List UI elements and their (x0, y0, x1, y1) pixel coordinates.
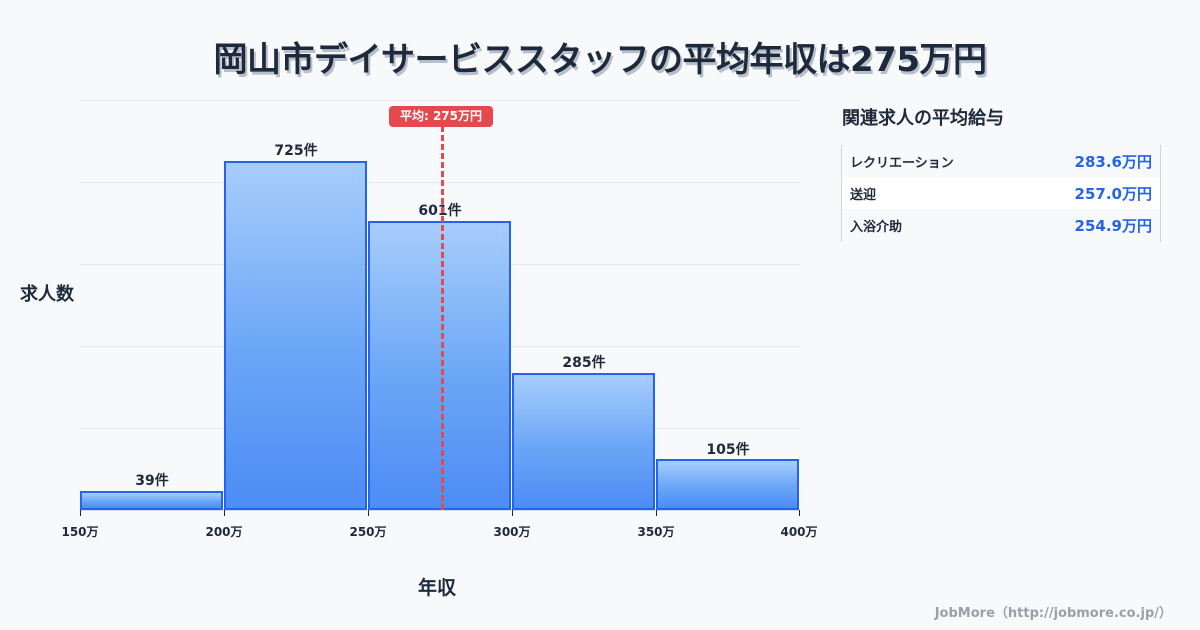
bar-200-250 (224, 161, 367, 510)
salary-value: 283.6万円 (1074, 152, 1152, 171)
related-salary-row: 入浴介助 254.9万円 (842, 209, 1160, 241)
x-tick-label: 150万 (61, 525, 99, 539)
x-tick-label: 300万 (493, 525, 531, 539)
x-axis-label: 年収 (418, 577, 457, 599)
x-tick-label: 350万 (637, 525, 675, 539)
x-tick (799, 510, 800, 516)
gridline (80, 182, 800, 183)
bar-150-200 (80, 491, 223, 510)
x-tick (656, 510, 657, 516)
y-axis-label: 求人数 (20, 284, 74, 305)
bar-300-350 (512, 373, 655, 510)
gridline (80, 100, 800, 101)
x-tick-label: 400万 (780, 525, 818, 539)
related-salary-row: 送迎 257.0万円 (842, 177, 1160, 209)
bar-350-400 (656, 459, 799, 510)
average-badge: 平均: 275万円 (389, 106, 493, 127)
source-credit: JobMore（http://jobmore.co.jp/） (934, 606, 1172, 621)
related-salary-table: レクリエーション 283.6万円 送迎 257.0万円 入浴介助 254.9万円 (841, 145, 1161, 242)
bar-value-label: 725件 (274, 143, 318, 159)
average-line (441, 126, 444, 510)
histogram-plot: 39件 725件 601件 285件 105件 (80, 100, 800, 510)
related-salary-row: レクリエーション 283.6万円 (842, 145, 1160, 177)
x-tick (224, 510, 225, 516)
job-name: 送迎 (850, 187, 877, 203)
salary-value: 254.9万円 (1074, 216, 1152, 235)
bar-value-label: 285件 (562, 355, 606, 371)
page-title: 岡山市デイサービススタッフの平均年収は275万円 (213, 40, 987, 80)
salary-value: 257.0万円 (1074, 184, 1152, 203)
bar-value-label: 105件 (706, 442, 750, 458)
x-tick-label: 250万 (349, 525, 387, 539)
x-tick (80, 510, 81, 516)
bar-250-300 (368, 221, 511, 510)
x-tick-label: 200万 (205, 525, 243, 539)
x-tick (512, 510, 513, 516)
bar-value-label: 601件 (418, 203, 462, 219)
x-tick (368, 510, 369, 516)
job-name: レクリエーション (850, 155, 954, 171)
job-name: 入浴介助 (850, 219, 903, 235)
x-axis (80, 510, 800, 511)
bar-value-label: 39件 (135, 473, 169, 489)
related-salary-title: 関連求人の平均給与 (842, 108, 1004, 129)
